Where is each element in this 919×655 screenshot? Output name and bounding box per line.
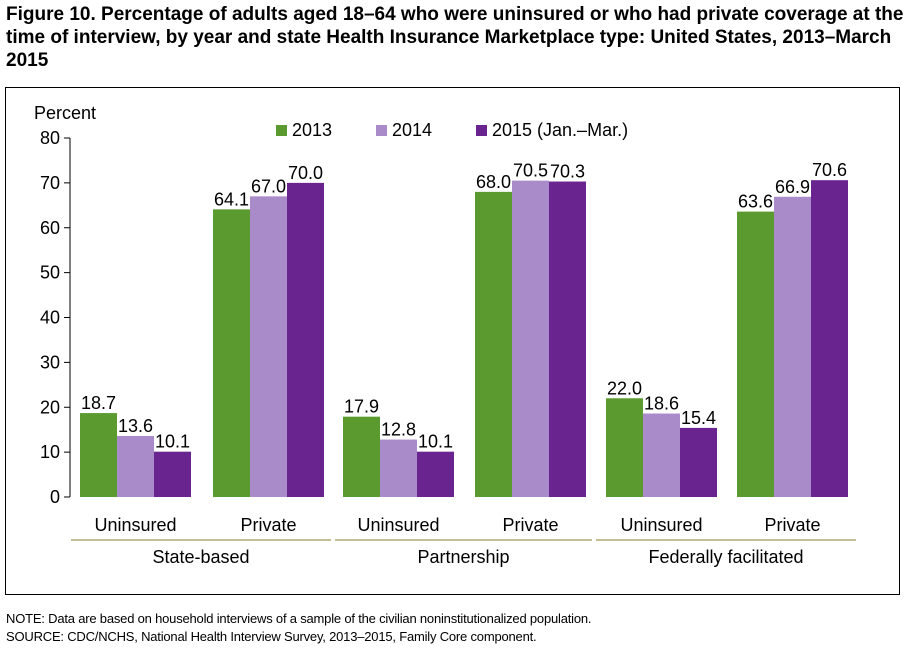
data-label: 18.6	[644, 394, 679, 414]
group-label: Partnership	[417, 547, 509, 567]
bar-2013-uninsured	[343, 416, 380, 497]
data-label: 70.6	[812, 160, 847, 180]
data-label: 66.9	[775, 177, 810, 197]
legend-label: 2013	[292, 120, 332, 140]
y-tick-label: 60	[40, 218, 60, 238]
bar-2013-private	[213, 209, 250, 497]
data-label: 70.0	[288, 163, 323, 183]
data-label: 10.1	[418, 432, 453, 452]
y-tick-label: 30	[40, 352, 60, 372]
bar-2015-uninsured	[417, 451, 454, 497]
y-tick-label: 10	[40, 442, 60, 462]
data-label: 15.4	[681, 408, 716, 428]
category-label-uninsured: Uninsured	[94, 515, 176, 535]
category-label-private: Private	[240, 515, 296, 535]
category-label-private: Private	[764, 515, 820, 535]
y-tick-label: 0	[50, 487, 60, 507]
y-tick-label: 20	[40, 397, 60, 417]
legend-label: 2015 (Jan.–Mar.)	[492, 120, 628, 140]
group-label: State-based	[152, 547, 249, 567]
bar-2013-uninsured	[80, 413, 117, 497]
y-tick-label: 80	[40, 128, 60, 148]
data-label: 70.3	[550, 162, 585, 182]
bar-2014-private	[774, 196, 811, 497]
bar-chart: Percent 0 10 20 30 40 50 60 70 80 18.7 64.1 17.9 68.0…	[34, 103, 856, 567]
bar-2014-uninsured	[380, 439, 417, 497]
y-tick-label: 40	[40, 308, 60, 328]
data-label: 13.6	[118, 416, 153, 436]
data-label: 18.7	[81, 393, 116, 413]
bar-2014-uninsured	[117, 435, 154, 497]
data-label: 10.1	[155, 432, 190, 452]
bar-2015-private	[811, 180, 848, 497]
bar-2014-uninsured	[643, 413, 680, 497]
group-label: Federally facilitated	[648, 547, 803, 567]
data-label: 17.9	[344, 397, 379, 417]
data-label: 22.0	[607, 378, 642, 398]
bar-2015-private	[287, 182, 324, 497]
bar-2014-private	[250, 196, 287, 497]
notes: NOTE: Data are based on household interv…	[6, 610, 592, 646]
data-label: 63.6	[738, 192, 773, 212]
legend-label: 2014	[392, 120, 432, 140]
legend-swatch	[476, 125, 487, 136]
bar-2013-uninsured	[606, 398, 643, 497]
bar-2013-private	[737, 211, 774, 497]
legend-swatch	[276, 125, 287, 136]
y-axis-label: Percent	[34, 103, 96, 123]
data-label: 70.5	[513, 161, 548, 181]
bar-2015-uninsured	[154, 451, 191, 497]
category-label-uninsured: Uninsured	[357, 515, 439, 535]
y-tick-label: 50	[40, 263, 60, 283]
y-tick-label: 70	[40, 173, 60, 193]
data-label: 12.8	[381, 420, 416, 440]
legend-swatch	[376, 125, 387, 136]
source-text: SOURCE: CDC/NCHS, National Health Interv…	[6, 629, 537, 644]
bar-2015-uninsured	[680, 427, 717, 497]
bar-2015-private	[549, 181, 586, 497]
category-label-uninsured: Uninsured	[620, 515, 702, 535]
bar-2013-private	[475, 191, 512, 497]
data-label: 68.0	[476, 172, 511, 192]
data-label: 67.0	[251, 176, 286, 196]
bar-2014-private	[512, 180, 549, 497]
figure-title: Figure 10. Percentage of adults aged 18–…	[6, 4, 904, 71]
note-text: NOTE: Data are based on household interv…	[6, 611, 592, 626]
chart-frame: Percent 0 10 20 30 40 50 60 70 80 18.7 64.1 17.9 68.0…	[5, 87, 900, 595]
category-label-private: Private	[502, 515, 558, 535]
data-label: 64.1	[214, 189, 249, 209]
